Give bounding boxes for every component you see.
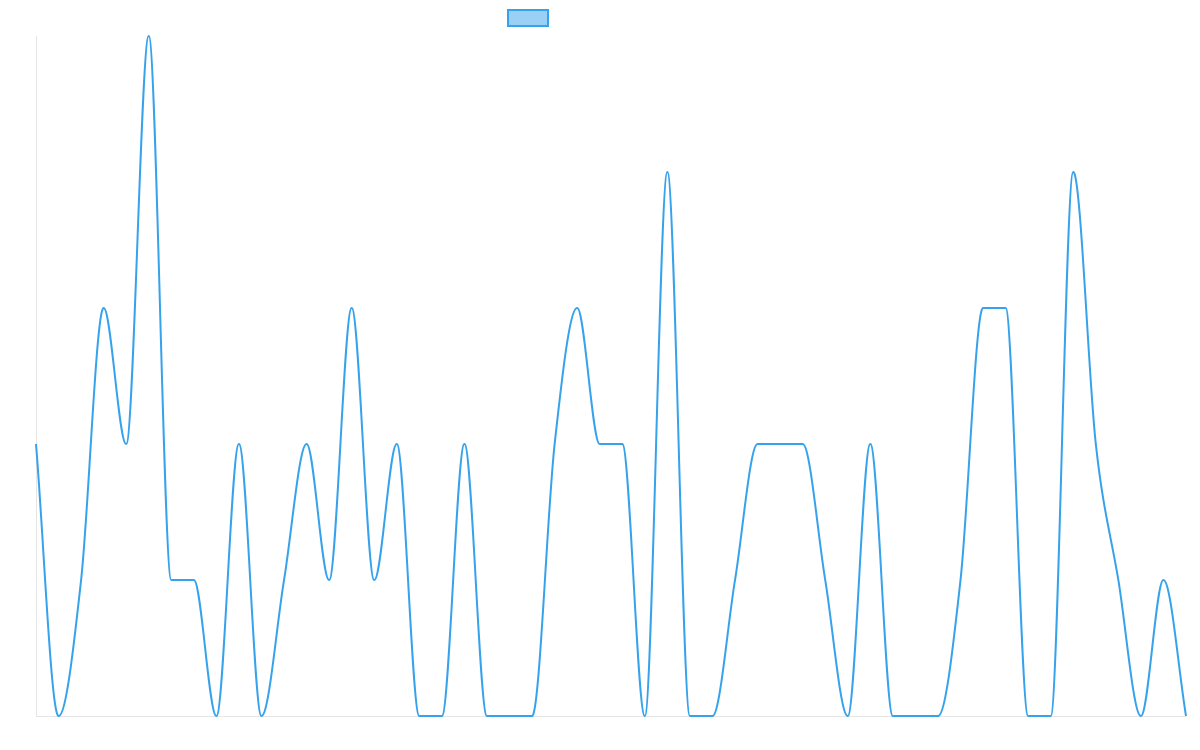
data-point-14[interactable] — [348, 304, 356, 312]
data-point-0[interactable] — [32, 440, 40, 448]
data-point-40[interactable] — [934, 712, 942, 720]
data-point-49[interactable] — [1137, 712, 1145, 720]
data-point-24[interactable] — [573, 304, 581, 312]
data-point-44[interactable] — [1024, 712, 1032, 720]
data-point-47[interactable] — [1092, 440, 1100, 448]
data-point-9[interactable] — [235, 440, 243, 448]
data-point-31[interactable] — [731, 576, 739, 584]
data-point-3[interactable] — [100, 304, 108, 312]
data-point-19[interactable] — [460, 440, 468, 448]
data-point-45[interactable] — [1047, 712, 1055, 720]
data-point-15[interactable] — [370, 576, 378, 584]
series-layer — [32, 32, 1190, 720]
data-point-25[interactable] — [596, 440, 604, 448]
data-point-16[interactable] — [393, 440, 401, 448]
data-point-37[interactable] — [866, 440, 874, 448]
data-point-18[interactable] — [438, 712, 446, 720]
data-point-38[interactable] — [889, 712, 897, 720]
data-point-5[interactable] — [145, 32, 153, 40]
data-point-42[interactable] — [979, 304, 987, 312]
data-point-29[interactable] — [686, 712, 694, 720]
data-point-30[interactable] — [708, 712, 716, 720]
data-point-39[interactable] — [911, 712, 919, 720]
data-point-4[interactable] — [122, 440, 130, 448]
data-point-17[interactable] — [415, 712, 423, 720]
data-point-23[interactable] — [551, 440, 559, 448]
series-line-0 — [35, 35, 1187, 717]
data-point-48[interactable] — [1114, 576, 1122, 584]
data-point-35[interactable] — [821, 576, 829, 584]
data-point-26[interactable] — [618, 440, 626, 448]
data-point-8[interactable] — [212, 712, 220, 720]
data-point-27[interactable] — [641, 712, 649, 720]
chart-legend[interactable] — [507, 9, 549, 27]
data-point-2[interactable] — [77, 576, 85, 584]
data-point-10[interactable] — [257, 712, 265, 720]
data-point-13[interactable] — [325, 576, 333, 584]
legend-swatch[interactable] — [507, 9, 549, 27]
data-point-46[interactable] — [1069, 168, 1077, 176]
data-point-12[interactable] — [303, 440, 311, 448]
data-point-20[interactable] — [483, 712, 491, 720]
data-point-11[interactable] — [280, 576, 288, 584]
data-point-6[interactable] — [167, 576, 175, 584]
data-point-41[interactable] — [957, 576, 965, 584]
data-point-36[interactable] — [844, 712, 852, 720]
data-point-28[interactable] — [663, 168, 671, 176]
chart-axes — [36, 36, 1186, 717]
data-point-32[interactable] — [754, 440, 762, 448]
data-point-34[interactable] — [799, 440, 807, 448]
data-point-33[interactable] — [776, 440, 784, 448]
data-point-7[interactable] — [190, 576, 198, 584]
data-point-22[interactable] — [528, 712, 536, 720]
data-point-43[interactable] — [1002, 304, 1010, 312]
data-point-51[interactable] — [1182, 712, 1190, 720]
data-point-21[interactable] — [506, 712, 514, 720]
data-point-1[interactable] — [55, 712, 63, 720]
data-point-50[interactable] — [1159, 576, 1167, 584]
